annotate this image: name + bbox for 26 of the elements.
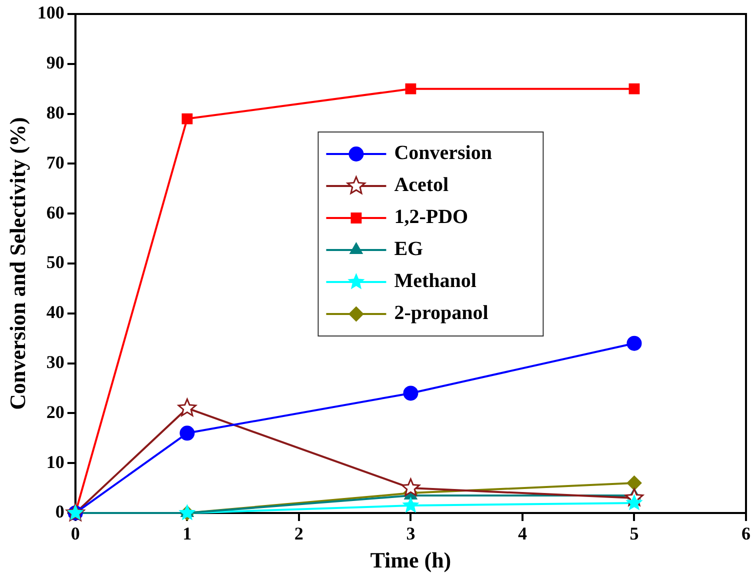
y-tick-label: 20 [46,402,64,422]
y-tick-label: 60 [46,202,64,222]
x-tick-label: 4 [518,523,527,544]
legend-label: EG [394,238,424,260]
x-tick-label: 5 [630,523,639,544]
legend-label: Conversion [394,142,492,164]
legend-label: Methanol [394,270,477,292]
y-tick-label: 70 [46,152,64,172]
legend-label: 2-propanol [394,302,489,324]
y-tick-label: 40 [46,302,64,322]
y-axis-title: Conversion and Selectivity (%) [4,117,30,410]
y-tick-label: 50 [46,252,64,272]
legend-label: 1,2-PDO [394,206,468,228]
y-tick-label: 0 [55,502,64,522]
x-axis-title: Time (h) [370,547,452,572]
y-tick-label: 30 [46,352,64,372]
x-tick-label: 2 [294,523,304,544]
x-tick-label: 1 [182,523,192,544]
x-tick-label: 6 [742,523,750,544]
y-tick-label: 90 [46,52,64,73]
x-tick-label: 0 [70,523,80,544]
y-tick-label: 80 [46,102,64,122]
y-tick-label: 10 [46,452,64,472]
x-tick-label: 3 [406,523,416,544]
legend-label: Acetol [394,174,450,196]
y-tick-label: 100 [37,2,64,23]
